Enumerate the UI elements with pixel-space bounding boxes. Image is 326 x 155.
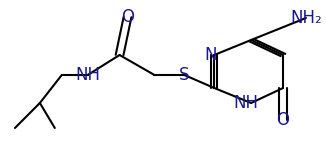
Text: NH: NH bbox=[75, 66, 100, 84]
Text: O: O bbox=[276, 111, 289, 129]
Text: O: O bbox=[121, 8, 134, 26]
Text: N: N bbox=[205, 46, 217, 64]
Text: S: S bbox=[179, 66, 190, 84]
Text: NH₂: NH₂ bbox=[290, 9, 322, 27]
Text: NH: NH bbox=[234, 94, 259, 112]
